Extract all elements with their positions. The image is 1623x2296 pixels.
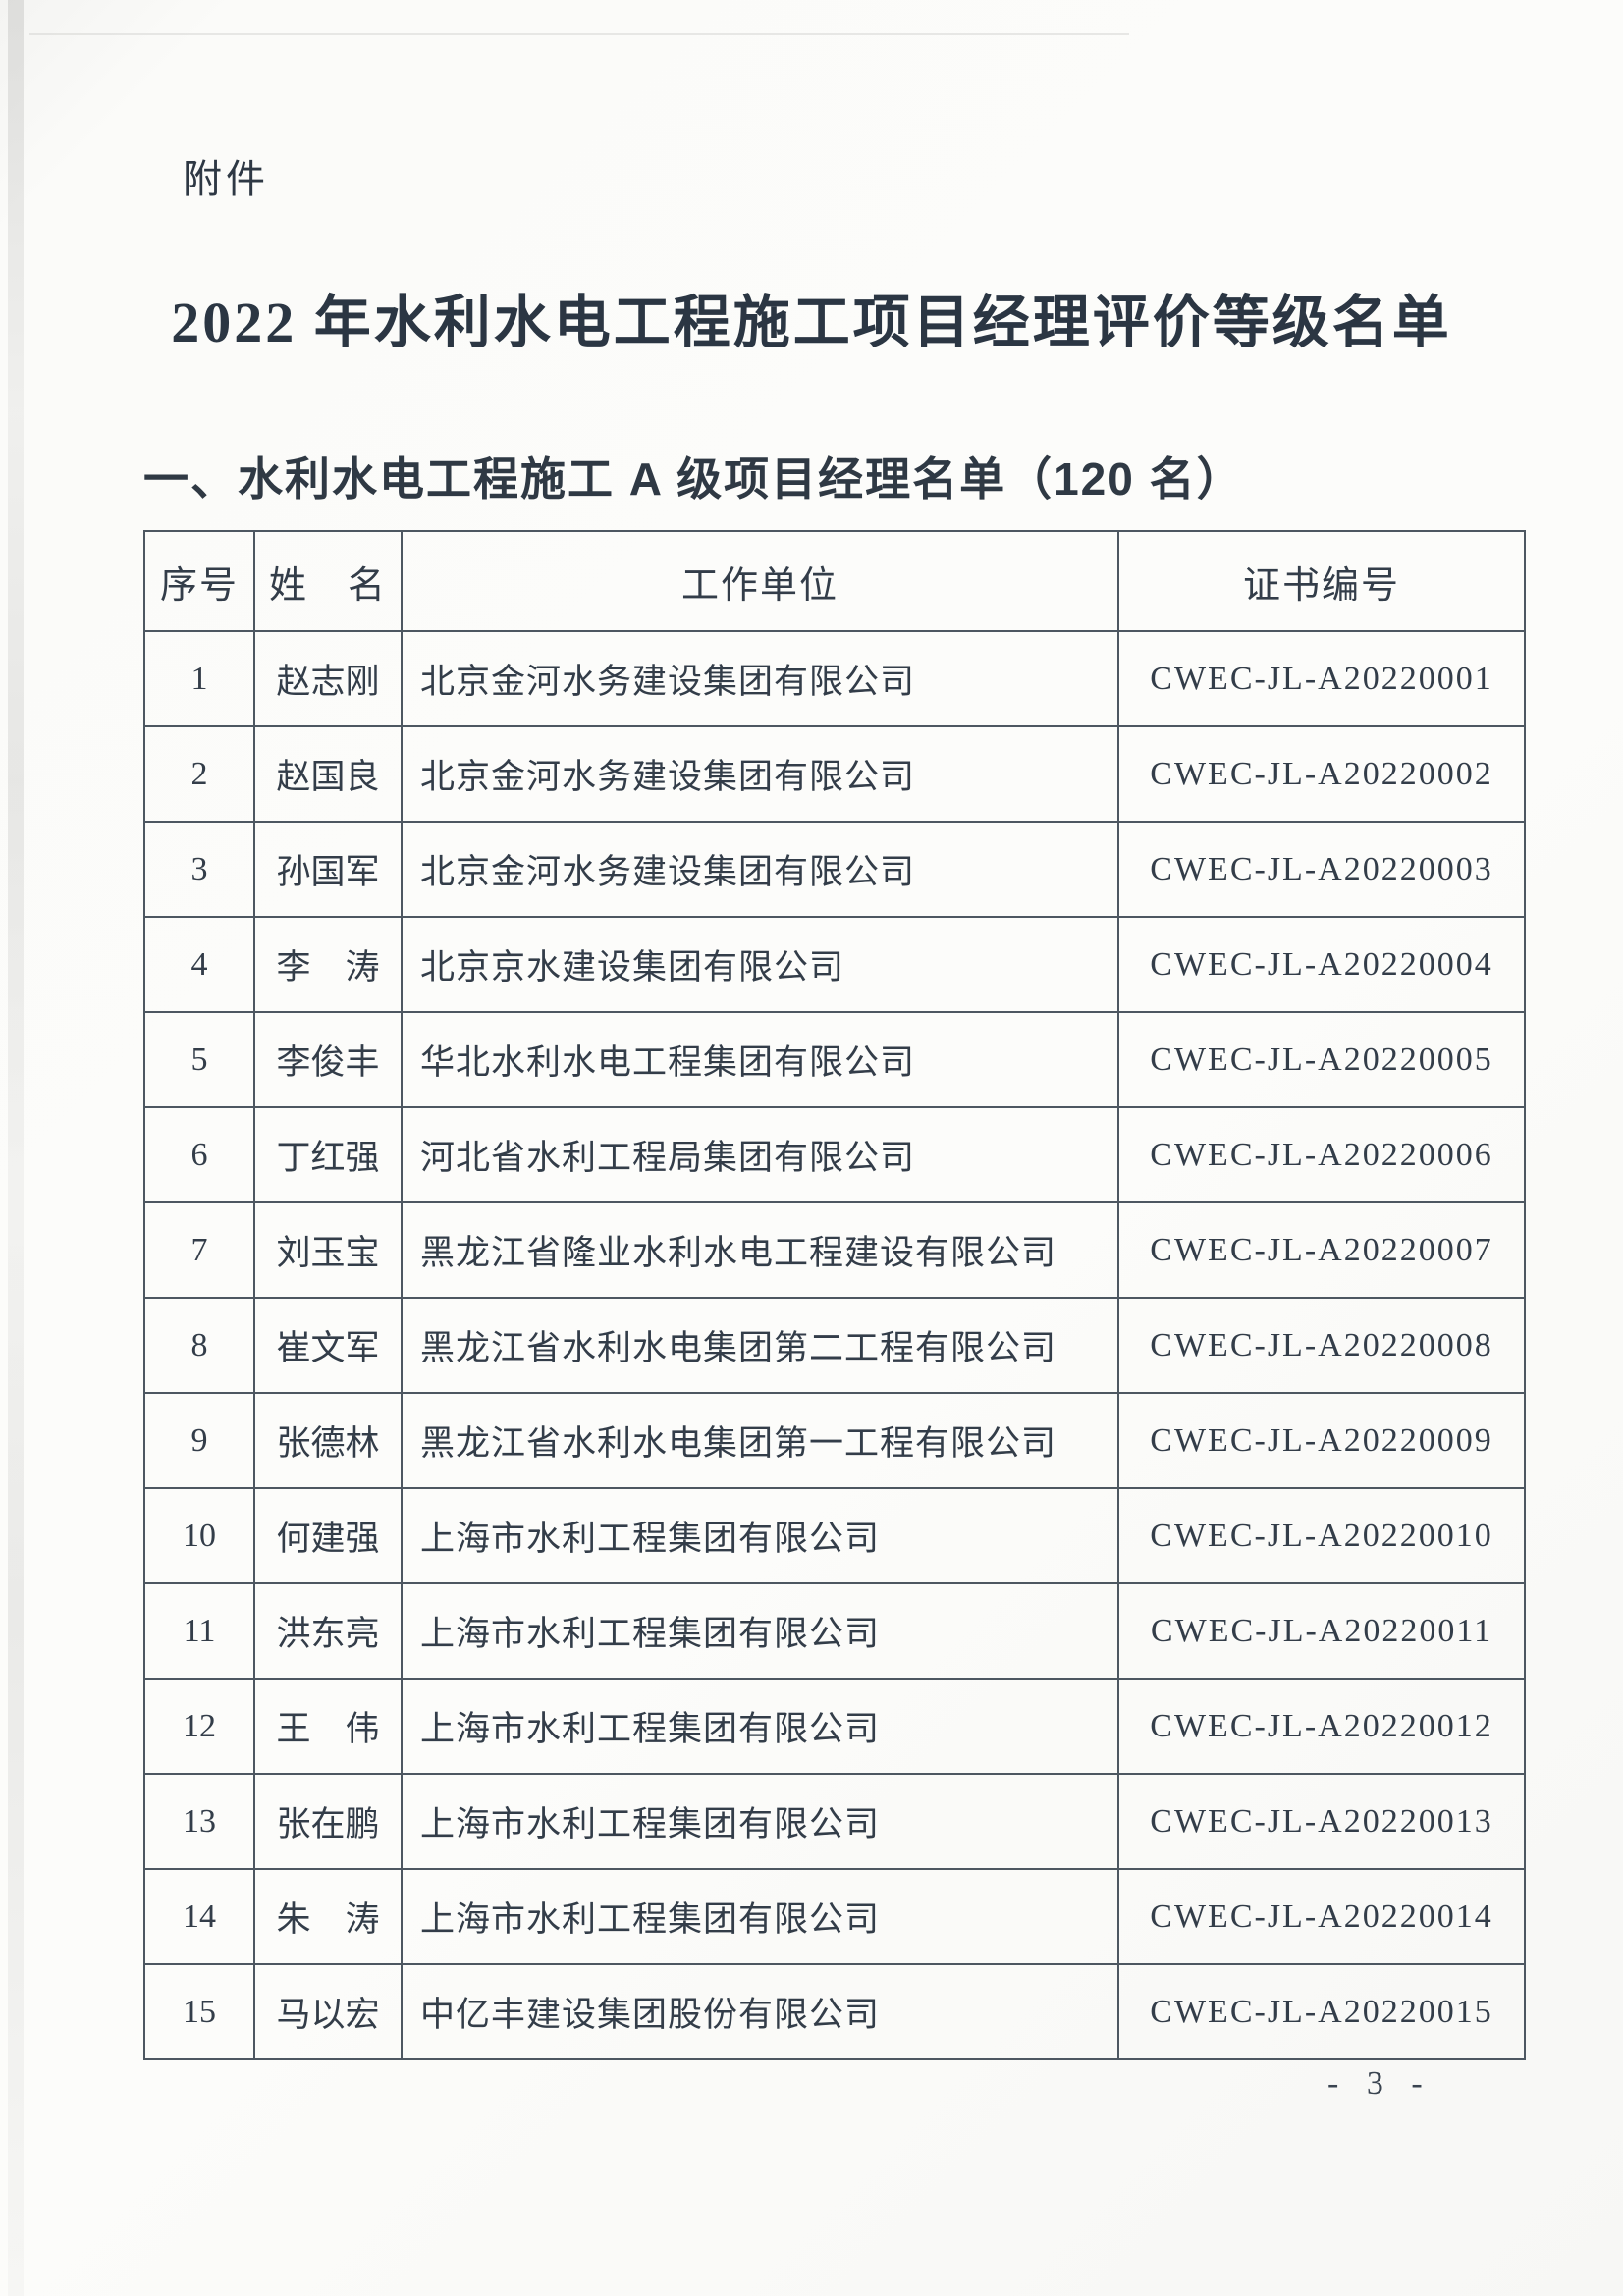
project-manager-table: 序号 姓 名 工作单位 证书编号 1 赵志刚 北京金河水务建设集团有限公司 CWEC-… [143, 530, 1526, 2060]
row-name: 赵国良 [253, 725, 403, 823]
row-unit: 上海市水利工程集团有限公司 [401, 1678, 1119, 1775]
header-cell-no: 序号 [143, 530, 255, 632]
table-row: 15 马以宏 中亿丰建设集团股份有限公司 CWEC-JL-A20220015 [143, 1963, 1526, 2060]
row-cert: CWEC-JL-A20220006 [1117, 1106, 1526, 1203]
table-row: 6 丁红强 河北省水利工程局集团有限公司 CWEC-JL-A20220006 [143, 1106, 1526, 1203]
row-cert: CWEC-JL-A20220007 [1117, 1201, 1526, 1299]
row-name: 张德林 [253, 1392, 403, 1489]
row-cert: CWEC-JL-A20220010 [1117, 1487, 1526, 1584]
header-cell-cert: 证书编号 [1117, 530, 1526, 632]
document-title: 2022 年水利水电工程施工项目经理评价等级名单 [171, 291, 1452, 354]
row-no: 5 [143, 1011, 255, 1108]
row-cert: CWEC-JL-A20220008 [1117, 1297, 1526, 1394]
row-no: 13 [143, 1773, 255, 1870]
row-unit: 黑龙江省水利水电集团第二工程有限公司 [401, 1297, 1119, 1394]
row-cert: CWEC-JL-A20220015 [1117, 1963, 1526, 2060]
table-header-row: 序号 姓 名 工作单位 证书编号 [143, 530, 1526, 632]
row-name: 朱 涛 [253, 1868, 403, 1965]
row-name: 赵志刚 [253, 630, 403, 727]
header-cell-unit: 工作单位 [401, 530, 1119, 632]
row-cert: CWEC-JL-A20220003 [1117, 821, 1526, 918]
row-no: 8 [143, 1297, 255, 1394]
row-name: 马以宏 [253, 1963, 403, 2060]
row-cert: CWEC-JL-A20220013 [1117, 1773, 1526, 1870]
row-unit: 上海市水利工程集团有限公司 [401, 1868, 1119, 1965]
row-no: 9 [143, 1392, 255, 1489]
row-unit: 中亿丰建设集团股份有限公司 [401, 1963, 1119, 2060]
row-cert: CWEC-JL-A20220009 [1117, 1392, 1526, 1489]
table-body: 1 赵志刚 北京金河水务建设集团有限公司 CWEC-JL-A20220001 2 赵国良北… [143, 630, 1526, 2060]
table-row: 2 赵国良 北京金河水务建设集团有限公司 CWEC-JL-A20220002 [143, 725, 1526, 823]
row-unit: 北京金河水务建设集团有限公司 [401, 725, 1119, 823]
row-unit: 华北水利水电工程集团有限公司 [401, 1011, 1119, 1108]
row-unit: 河北省水利工程局集团有限公司 [401, 1106, 1119, 1203]
row-no: 12 [143, 1678, 255, 1775]
row-cert: CWEC-JL-A20220005 [1117, 1011, 1526, 1108]
row-unit: 北京京水建设集团有限公司 [401, 916, 1119, 1013]
row-no: 15 [143, 1963, 255, 2060]
header-cell-name: 姓 名 [253, 530, 403, 632]
row-unit: 上海市水利工程集团有限公司 [401, 1487, 1119, 1584]
row-name: 孙国军 [253, 821, 403, 918]
row-name: 刘玉宝 [253, 1201, 403, 1299]
table-row: 10 何建强 上海市水利工程集团有限公司 CWEC-JL-A20220010 [143, 1487, 1526, 1584]
row-no: 6 [143, 1106, 255, 1203]
row-no: 2 [143, 725, 255, 823]
table-row: 8 崔文军 黑龙江省水利水电集团第二工程有限公司 CWEC-JL-A20220008 [143, 1297, 1526, 1394]
table-header: 序号 姓 名 工作单位 证书编号 [143, 530, 1526, 632]
table-row: 3 孙国军 北京金河水务建设集团有限公司 CWEC-JL-A20220003 [143, 821, 1526, 918]
row-no: 3 [143, 821, 255, 918]
row-cert: CWEC-JL-A20220002 [1117, 725, 1526, 823]
row-no: 1 [143, 630, 255, 727]
row-name: 王 伟 [253, 1678, 403, 1775]
row-no: 11 [143, 1582, 255, 1680]
row-unit: 黑龙江省水利水电集团第一工程有限公司 [401, 1392, 1119, 1489]
row-no: 14 [143, 1868, 255, 1965]
scan-artifact-left-edge [8, 0, 24, 2296]
row-unit: 上海市水利工程集团有限公司 [401, 1582, 1119, 1680]
table-row: 11 洪东亮 上海市水利工程集团有限公司 CWEC-JL-A20220011 [143, 1582, 1526, 1680]
row-unit: 上海市水利工程集团有限公司 [401, 1773, 1119, 1870]
row-unit: 黑龙江省隆业水利水电工程建设有限公司 [401, 1201, 1119, 1299]
row-unit: 北京金河水务建设集团有限公司 [401, 630, 1119, 727]
row-cert: CWEC-JL-A20220014 [1117, 1868, 1526, 1965]
table-row: 14 朱 涛上海市水利工程集团有限公司 CWEC-JL-A20220014 [143, 1868, 1526, 1965]
row-cert: CWEC-JL-A20220001 [1117, 630, 1526, 727]
row-name: 李俊丰 [253, 1011, 403, 1108]
scan-artifact-top-edge [29, 33, 1129, 35]
section-heading: 一、水利水电工程施工 A 级项目经理名单（120 名） [143, 454, 1244, 505]
row-cert: CWEC-JL-A20220004 [1117, 916, 1526, 1013]
table-row: 1 赵志刚 北京金河水务建设集团有限公司 CWEC-JL-A20220001 [143, 630, 1526, 727]
table-row: 9 张德林 黑龙江省水利水电集团第一工程有限公司 CWEC-JL-A20220009 [143, 1392, 1526, 1489]
row-no: 7 [143, 1201, 255, 1299]
row-name: 李 涛 [253, 916, 403, 1013]
table-row: 5 李俊丰 华北水利水电工程集团有限公司 CWEC-JL-A20220005 [143, 1011, 1526, 1108]
page-number: - 3 - [1327, 2065, 1433, 2102]
row-name: 何建强 [253, 1487, 403, 1584]
row-name: 丁红强 [253, 1106, 403, 1203]
attachment-label: 附件 [183, 157, 269, 201]
row-cert: CWEC-JL-A20220012 [1117, 1678, 1526, 1775]
row-name: 张在鹏 [253, 1773, 403, 1870]
table-row: 13 张在鹏 上海市水利工程集团有限公司 CWEC-JL-A20220013 [143, 1773, 1526, 1870]
row-cert: CWEC-JL-A20220011 [1117, 1582, 1526, 1680]
row-no: 10 [143, 1487, 255, 1584]
table-row: 7 刘玉宝 黑龙江省隆业水利水电工程建设有限公司 CWEC-JL-A20220007 [143, 1201, 1526, 1299]
row-name: 崔文军 [253, 1297, 403, 1394]
row-no: 4 [143, 916, 255, 1013]
table-row: 12 王 伟上海市水利工程集团有限公司 CWEC-JL-A20220012 [143, 1678, 1526, 1775]
row-unit: 北京金河水务建设集团有限公司 [401, 821, 1119, 918]
row-name: 洪东亮 [253, 1582, 403, 1680]
